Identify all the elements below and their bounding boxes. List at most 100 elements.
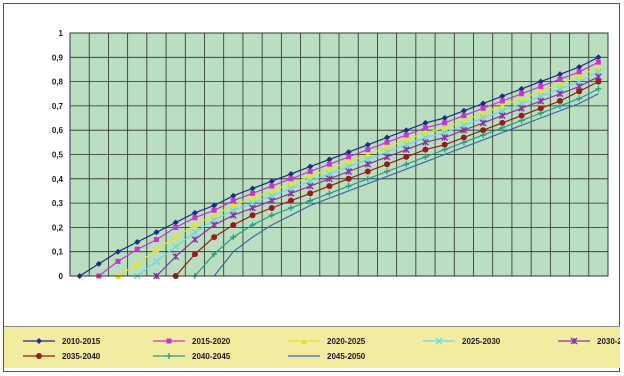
data-point xyxy=(134,260,141,267)
data-point xyxy=(460,117,467,124)
data-point xyxy=(441,124,448,131)
data-point xyxy=(576,69,582,75)
data-point xyxy=(518,95,525,102)
data-point xyxy=(307,169,313,175)
data-point xyxy=(191,209,198,216)
data-point xyxy=(287,197,294,204)
legend-swatch xyxy=(558,337,590,345)
data-point xyxy=(115,258,121,264)
data-point xyxy=(326,183,333,190)
legend-item: 2020-2025 xyxy=(287,334,365,348)
data-point xyxy=(249,185,256,192)
data-point xyxy=(287,189,295,197)
data-point xyxy=(460,139,467,146)
data-point xyxy=(422,129,429,136)
data-point xyxy=(364,175,371,182)
data-point xyxy=(191,236,199,244)
y-tick-label: 1 xyxy=(59,29,64,38)
series-2010-2015 xyxy=(76,54,602,279)
data-point xyxy=(134,238,141,245)
data-point xyxy=(595,64,602,71)
data-point xyxy=(460,126,468,134)
data-point xyxy=(480,127,487,134)
data-point xyxy=(191,228,199,236)
data-point xyxy=(173,224,179,230)
data-point xyxy=(518,85,525,92)
data-point xyxy=(269,183,275,189)
legend-swatch xyxy=(153,353,185,359)
y-tick-label: 0,6 xyxy=(52,126,64,135)
y-tick-label: 0,7 xyxy=(52,102,64,111)
data-point xyxy=(518,117,525,124)
plot-border xyxy=(69,32,609,277)
y-tick-label: 0 xyxy=(59,272,64,281)
series-line xyxy=(117,66,599,277)
data-point xyxy=(153,229,160,236)
data-point xyxy=(172,243,180,251)
data-point xyxy=(499,119,506,126)
data-point xyxy=(538,83,544,89)
data-point xyxy=(403,132,409,138)
legend-item: 2045-2050 xyxy=(287,349,365,363)
data-point xyxy=(365,147,371,153)
data-point xyxy=(325,175,333,183)
data-point xyxy=(345,183,352,190)
data-point xyxy=(172,234,179,241)
data-point xyxy=(287,170,294,177)
data-point xyxy=(460,107,467,114)
data-point xyxy=(249,221,256,228)
data-point xyxy=(326,161,332,167)
data-point xyxy=(250,190,256,196)
data-point xyxy=(287,204,294,211)
data-point xyxy=(403,153,410,160)
data-point xyxy=(403,136,410,143)
data-point xyxy=(191,251,198,258)
data-point xyxy=(480,132,487,139)
data-point xyxy=(422,146,429,153)
data-point xyxy=(211,234,218,241)
data-point xyxy=(364,168,371,175)
data-point xyxy=(249,212,256,219)
series-2020-2025 xyxy=(115,64,602,279)
data-point xyxy=(479,119,487,127)
data-point xyxy=(442,120,448,126)
data-point xyxy=(166,353,172,359)
legend-swatch xyxy=(23,338,55,344)
data-point xyxy=(172,219,179,226)
legend-label: 2030-2035 xyxy=(597,336,620,346)
data-point xyxy=(480,100,487,107)
data-point xyxy=(556,90,564,98)
data-point xyxy=(172,253,180,261)
data-point xyxy=(461,113,467,119)
data-point xyxy=(287,180,294,187)
y-tick-label: 0,9 xyxy=(52,53,64,62)
data-point xyxy=(345,168,353,175)
data-point xyxy=(191,221,198,228)
y-tick-label: 0,2 xyxy=(52,223,64,232)
data-point xyxy=(537,88,544,95)
legend-item: 2040-2045 xyxy=(152,349,230,363)
data-point xyxy=(288,176,294,182)
data-point xyxy=(518,112,525,119)
data-point xyxy=(306,182,314,190)
data-point xyxy=(403,161,410,168)
data-point xyxy=(595,78,602,85)
data-point xyxy=(230,192,237,199)
data-point xyxy=(230,198,236,204)
data-point xyxy=(166,338,172,344)
data-point xyxy=(441,141,448,148)
data-point xyxy=(384,134,391,141)
legend-swatch xyxy=(23,353,55,359)
data-point xyxy=(115,248,122,255)
data-point xyxy=(307,190,314,197)
data-point xyxy=(480,105,486,111)
legend-label: 2020-2025 xyxy=(327,336,366,346)
data-point xyxy=(556,81,563,88)
data-point xyxy=(384,161,391,168)
y-tick-label: 0,1 xyxy=(52,248,64,257)
legend-swatch xyxy=(423,337,455,345)
data-point xyxy=(192,215,198,221)
data-point xyxy=(441,134,449,141)
data-point xyxy=(36,353,42,359)
